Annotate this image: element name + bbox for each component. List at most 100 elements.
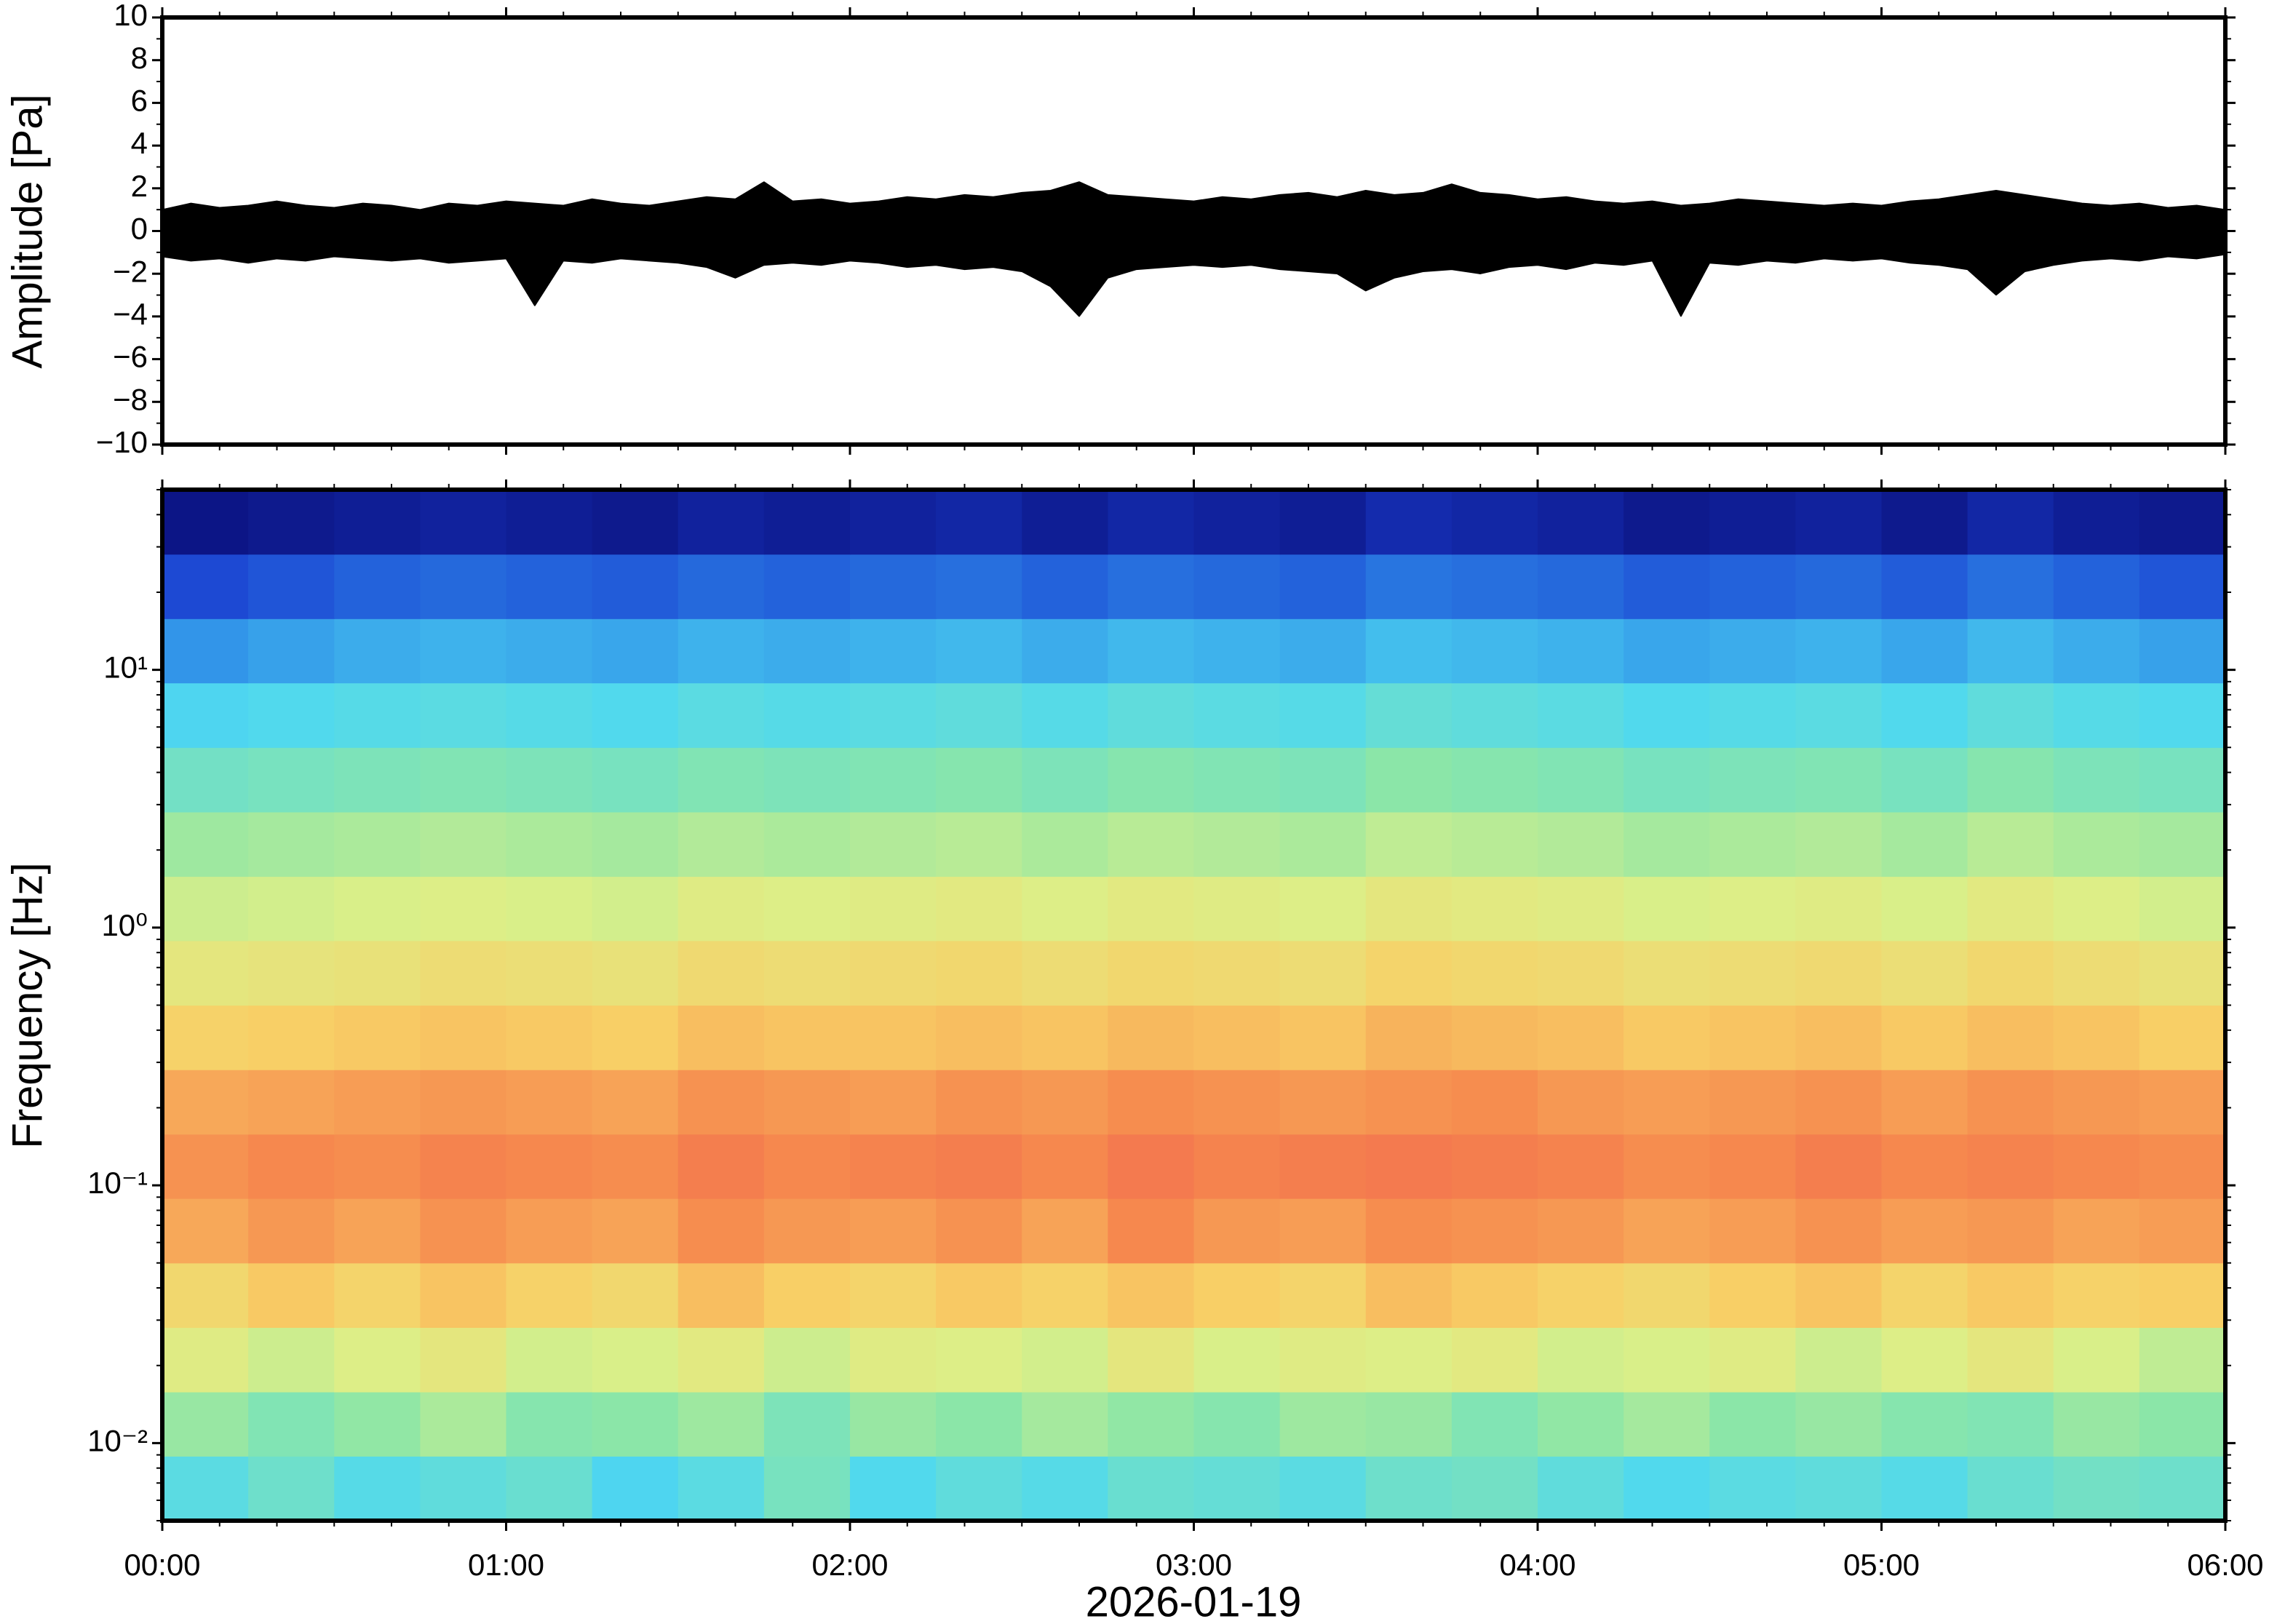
spectrogram-cell [936,1070,1022,1135]
spectrogram-cell [1795,1005,1883,1070]
spectrogram-cell [1193,1198,1281,1264]
spectrogram-cell [2053,1391,2140,1457]
spectrogram-cell [506,682,593,748]
spectrogram-cell [763,1456,851,1521]
spectrogram-cell [1451,1070,1538,1135]
spectrogram-cell [1709,490,1796,555]
spectrogram-cell [936,1456,1022,1521]
x-tick-label: 00:00 [124,1548,200,1582]
spectrogram-cell [763,940,851,1006]
spectrogram-cell [334,940,421,1006]
spectrogram-cell [1108,811,1195,877]
spectrogram-cell [506,1456,593,1521]
spectrogram-cell [1022,1262,1108,1329]
spectrogram-cell [506,554,593,619]
spectrogram-cell [2139,618,2226,684]
spectrogram-cell [1365,490,1453,555]
spectrogram-cell [936,1391,1022,1457]
x-tick-label: 02:00 [811,1548,888,1582]
spectrogram-cell [1538,876,1624,942]
spectrogram-cell [936,876,1022,942]
spectrogram-cell [1108,1198,1195,1264]
spectrogram-cell [1881,1198,1968,1264]
spectrogram-cell [592,1456,679,1521]
spectrogram-cell [334,1262,421,1329]
spectrogram-cell [2139,1070,2226,1135]
spectrogram-cell [248,1070,335,1135]
spectrogram-cell [2139,682,2226,748]
spectrogram-cell [334,1134,421,1199]
spectrogram-cell [1881,1134,1968,1199]
spectrogram-cell [334,1005,421,1070]
spectrogram-cell [1881,940,1968,1006]
spectrogram-cell [763,747,851,813]
spectrogram-cell [334,747,421,813]
spectrogram-cell [936,682,1022,748]
spectrogram-cell [506,747,593,813]
spectrogram-cell [936,811,1022,877]
spectrogram-cell [677,876,765,942]
spectrogram-cell [1279,490,1367,555]
spectrogram-cell [334,682,421,748]
spectrogram-cell [248,1005,335,1070]
spectrogram-cell [1624,1005,1710,1070]
spectrogram-cell [420,1391,507,1457]
spectrogram-cell [1279,554,1367,619]
spectrogram-cell [592,1391,679,1457]
spectrogram-cell [162,811,249,877]
spectrogram-cell [1279,876,1367,942]
spectrogram-cell [162,1456,249,1521]
spectrogram-cell [248,1134,335,1199]
spectrogram-cell [2139,1327,2226,1393]
spectrogram-cell [677,1070,765,1135]
spectrogram-cell [1967,618,2054,684]
spectrogram-cell [1624,940,1710,1006]
spectrogram-cell [2139,1134,2226,1199]
spectrogram-cell [1022,1070,1108,1135]
spectrogram-cell [248,1456,335,1521]
spectrogram-cell [1967,1070,2054,1135]
spectrogram-cell [1795,1198,1883,1264]
spectrogram-cell [1881,747,1968,813]
spectrogram-cell [1451,554,1538,619]
spectrogram-cell [592,1327,679,1393]
spectrogram-cell [248,1391,335,1457]
spectrogram-cell [592,1070,679,1135]
spectrogram-cell [763,1005,851,1070]
spectrogram-cell [1967,811,2054,877]
spectrogram-cell [1365,618,1453,684]
y-axis-label: Amplitude [Pa] [4,94,51,368]
spectrogram-cell [1279,1327,1367,1393]
spectrogram-cell [1108,1134,1195,1199]
spectrogram-cell [1193,1262,1281,1329]
spectrogram-cell [1538,1327,1624,1393]
spectrogram-cell [1108,490,1195,555]
spectrogram-cell [1795,554,1883,619]
spectrogram-cell [677,554,765,619]
spectrogram-cell [2139,940,2226,1006]
spectrogram-cell [506,811,593,877]
spectrogram-cell [1967,554,2054,619]
spectrogram-cell [506,1134,593,1199]
spectrogram-cell [1022,1391,1108,1457]
spectrogram-cell [763,876,851,942]
spectrogram-cell [1279,1391,1367,1457]
spectrogram-cell [1709,940,1796,1006]
spectrogram-cell [1624,1198,1710,1264]
spectrogram-cell [1365,1391,1453,1457]
spectrogram-cell [1365,1327,1453,1393]
spectrogram-cell [1538,1070,1624,1135]
spectrogram-cell [850,1391,937,1457]
spectrogram-cell [677,1456,765,1521]
spectrogram-cell [1709,1391,1796,1457]
spectrogram-cell [1881,1327,1968,1393]
spectrogram-cell [1108,876,1195,942]
spectrogram-cell [2053,1134,2140,1199]
spectrogram-cell [1022,1456,1108,1521]
spectrogram-cell [2053,554,2140,619]
x-tick-label: 05:00 [1843,1548,1920,1582]
spectrogram-cell [1193,940,1281,1006]
x-axis-label: 2026-01-19 [1086,1578,1302,1624]
spectrogram-cell [677,1327,765,1393]
spectrogram-cell [248,490,335,555]
